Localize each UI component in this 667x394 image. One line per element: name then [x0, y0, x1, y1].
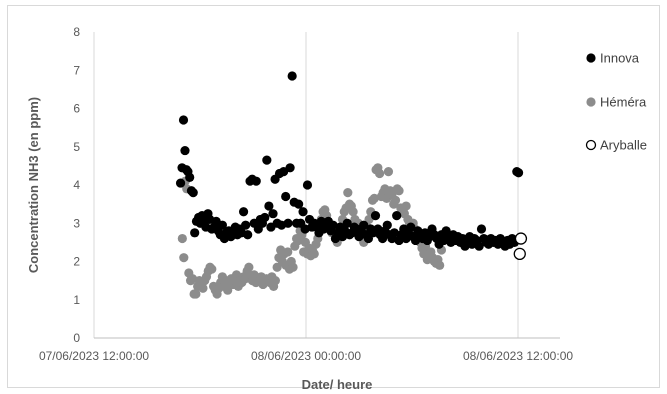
data-point-hemera — [270, 276, 280, 286]
data-point-aryballe — [513, 247, 526, 261]
x-tick-label: 08/06/2023 12:00:00 — [463, 349, 573, 363]
data-point-innova — [377, 233, 388, 244]
data-point-hemera — [343, 188, 353, 198]
data-point-innova — [243, 230, 253, 240]
data-point-innova — [241, 220, 251, 230]
data-point-innova — [476, 224, 487, 234]
data-point-innova — [264, 201, 274, 211]
data-point-innova — [513, 168, 524, 178]
data-point-innova — [328, 220, 338, 230]
y-tick-label: 2 — [73, 255, 80, 269]
y-tick-label: 5 — [73, 140, 80, 154]
plot-area — [175, 71, 528, 299]
data-point-innova — [283, 218, 293, 228]
legend-marker — [586, 53, 596, 63]
data-point-innova — [262, 155, 272, 165]
data-point-innova — [180, 145, 190, 156]
data-point-innova — [382, 220, 392, 230]
chart-frame — [7, 5, 660, 388]
data-point-innova — [238, 207, 249, 217]
data-point-innova — [185, 172, 195, 182]
legend-label: Aryballe — [600, 138, 647, 153]
y-tick-label: 8 — [73, 25, 80, 39]
data-point-innova — [260, 212, 270, 223]
data-point-innova — [285, 163, 295, 173]
data-point-innova — [268, 209, 278, 219]
y-tick-label: 0 — [73, 331, 80, 345]
data-point-innova — [389, 228, 399, 238]
data-point-hemera — [244, 262, 254, 272]
data-point-hemera — [375, 168, 385, 179]
data-point-innova — [251, 176, 261, 186]
data-point-innova — [342, 218, 352, 228]
x-axis-title: Date/ heure — [302, 377, 373, 392]
y-tick-label: 7 — [73, 63, 80, 77]
data-point-innova — [359, 220, 369, 230]
legend-marker — [585, 139, 597, 151]
data-point-innova — [392, 211, 402, 221]
legend-label: Innova — [600, 51, 640, 66]
data-point-hemera — [309, 249, 319, 259]
data-point-innova — [190, 228, 200, 238]
data-point-innova — [406, 222, 416, 232]
data-point-aryballe — [514, 232, 528, 245]
data-point-hemera — [383, 167, 394, 177]
data-point-hemera — [401, 201, 411, 211]
data-point-hemera — [191, 289, 201, 299]
y-axis-title: Concentration NH3 (en ppm) — [26, 97, 41, 273]
data-point-innova — [281, 191, 291, 202]
data-point-hemera — [435, 260, 445, 270]
data-point-innova — [178, 115, 189, 125]
legend-label: Héméra — [600, 95, 647, 110]
data-point-hemera — [348, 207, 358, 217]
data-point-innova — [474, 241, 484, 251]
data-point-hemera — [369, 193, 379, 203]
data-point-hemera — [198, 283, 208, 293]
data-point-innova — [188, 188, 198, 198]
data-point-hemera — [283, 247, 293, 257]
data-point-innova — [298, 207, 308, 217]
x-axis-ticks: 07/06/2023 12:00:00 08/06/2023 00:00:00 08… — [39, 349, 573, 363]
data-point-innova — [287, 71, 297, 81]
data-point-innova — [302, 180, 313, 190]
legend-marker — [586, 97, 596, 107]
y-tick-label: 4 — [73, 178, 80, 192]
data-point-innova — [175, 178, 186, 188]
y-tick-label: 6 — [73, 102, 80, 116]
data-point-hemera — [288, 262, 298, 272]
data-point-hemera — [207, 264, 217, 274]
data-point-innova — [441, 226, 451, 236]
data-point-innova — [294, 199, 304, 209]
data-point-hemera — [179, 253, 189, 263]
data-point-innova — [217, 220, 227, 230]
y-tick-label: 1 — [73, 293, 80, 307]
legend: Innova Héméra Aryballe — [585, 51, 647, 153]
data-point-hemera — [390, 195, 401, 205]
data-point-hemera — [177, 233, 187, 244]
y-axis-ticks: 0 1 2 3 4 5 6 7 8 — [73, 25, 80, 345]
x-tick-label: 07/06/2023 12:00:00 — [39, 349, 149, 363]
data-point-hemera — [394, 186, 404, 196]
x-tick-label: 08/06/2023 00:00:00 — [251, 349, 361, 363]
data-point-innova — [370, 211, 381, 221]
y-tick-label: 3 — [73, 216, 80, 230]
